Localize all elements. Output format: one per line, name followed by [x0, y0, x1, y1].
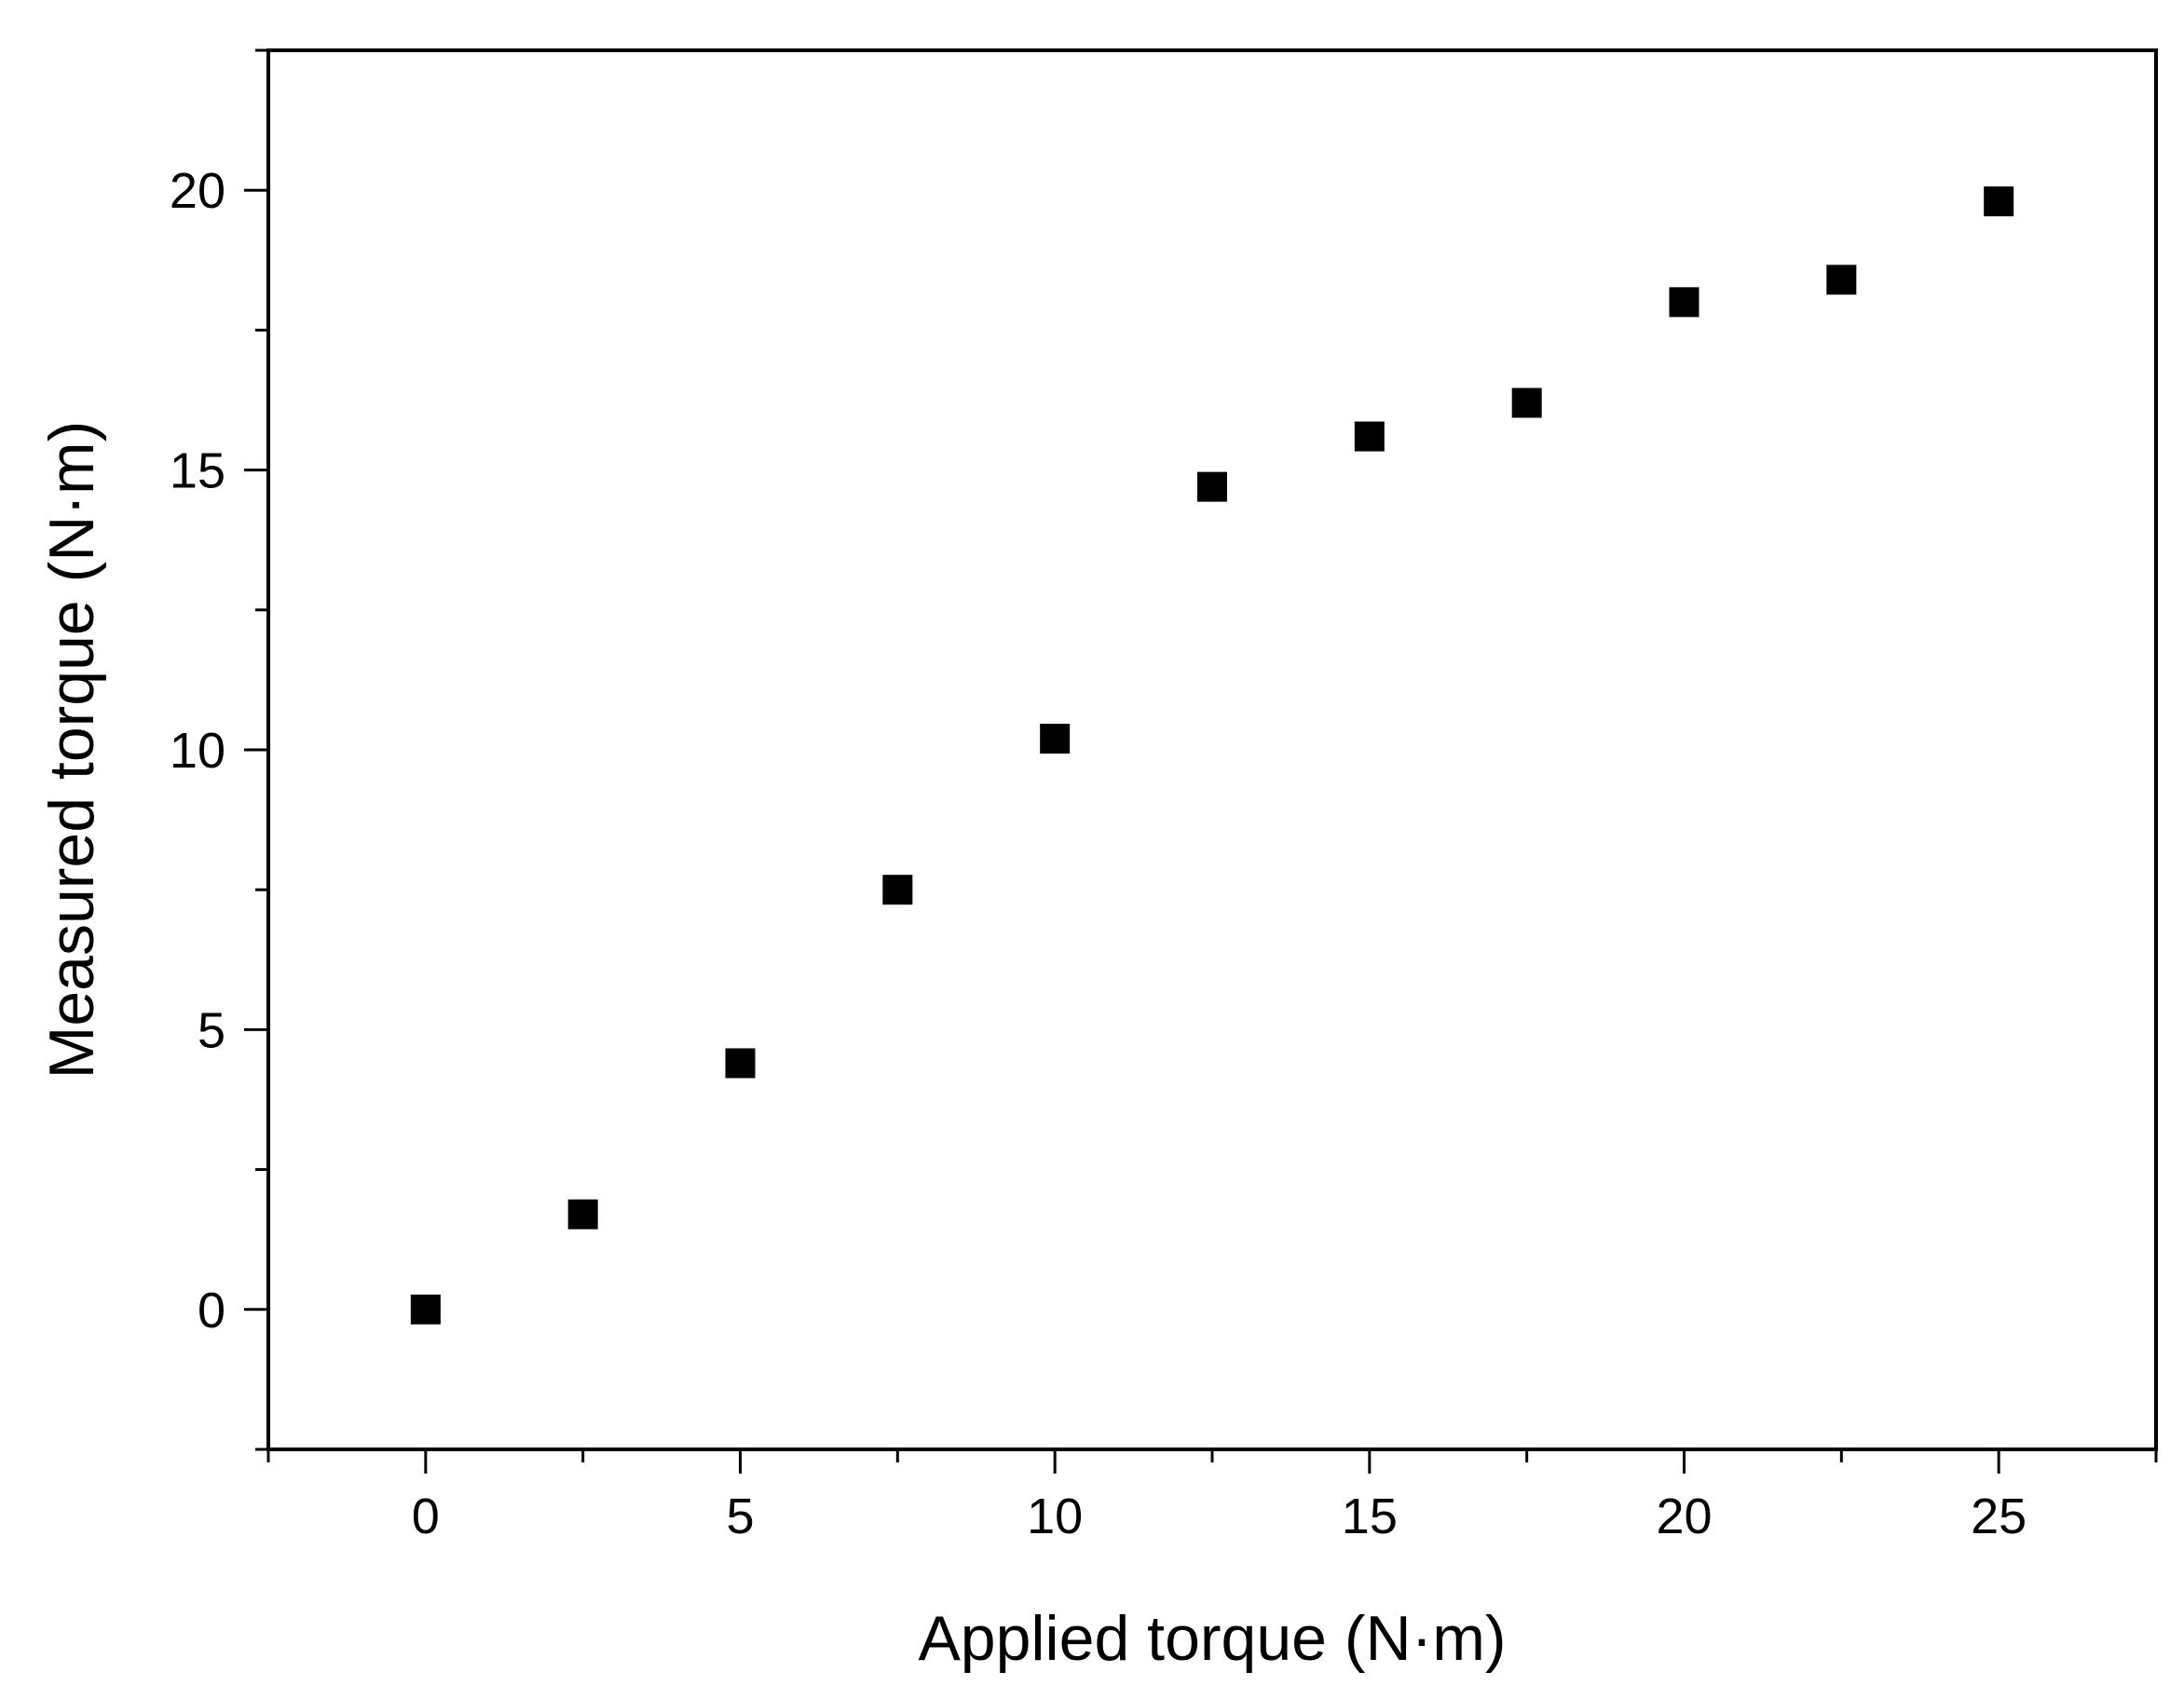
y-tick-label: 15 [170, 443, 225, 499]
y-axis: 0 5 10 15 20 [170, 48, 268, 1451]
data-point [725, 1048, 756, 1079]
x-tick-label: 5 [726, 1488, 754, 1544]
data-point [1511, 387, 1542, 418]
x-tick-label: 25 [1971, 1488, 2027, 1544]
x-tick-label: 0 [412, 1488, 440, 1544]
x-tick-label: 20 [1656, 1488, 1712, 1544]
y-tick-label: 5 [198, 1002, 225, 1058]
x-axis-title: Applied torque (N·m) [918, 1603, 1506, 1674]
data-point [1040, 723, 1071, 754]
data-point [882, 875, 913, 905]
data-point [1826, 265, 1857, 295]
data-point [410, 1294, 441, 1325]
data-points [410, 186, 2014, 1325]
data-point [1669, 287, 1699, 318]
data-point [1984, 186, 2014, 217]
y-axis-title: Measured torque (N·m) [36, 421, 107, 1080]
y-tick-label: 0 [198, 1283, 225, 1339]
data-point [1354, 421, 1385, 452]
y-tick-label: 20 [170, 163, 225, 219]
x-tick-label: 15 [1342, 1488, 1398, 1544]
y-tick-label: 10 [170, 723, 225, 779]
plot-frame [266, 48, 2158, 1451]
data-point [1197, 471, 1227, 502]
x-axis: 0 5 10 15 20 25 [266, 1449, 2158, 1544]
data-point [567, 1199, 598, 1230]
x-tick-label: 10 [1027, 1488, 1083, 1544]
